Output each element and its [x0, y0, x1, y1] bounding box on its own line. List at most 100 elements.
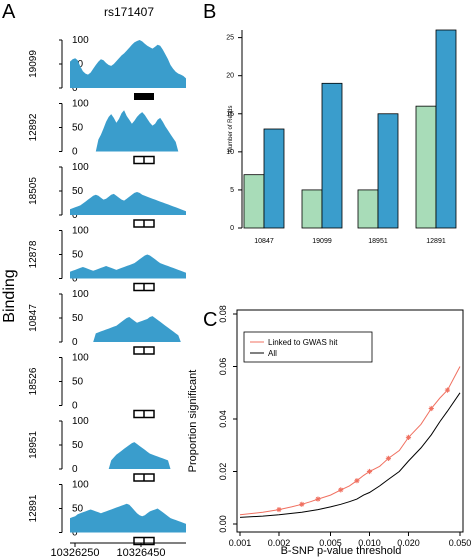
panel-letter-c: C	[203, 309, 217, 331]
panel-letter-b: B	[203, 1, 216, 23]
track-y-tick-label: 100	[72, 353, 89, 364]
panel-a-ylabel: Binding	[1, 269, 18, 322]
track-18505: 0 50 100 18505	[28, 162, 186, 228]
series-point-star	[385, 455, 392, 461]
panel-b-y-tick-label: 20	[226, 73, 234, 80]
panel-c-y-tick-label: 0.04	[218, 410, 228, 428]
panel-c-y-tick-label: 0.08	[218, 305, 228, 323]
binding-profile-area	[70, 40, 186, 88]
track-y-tick-label: 100	[72, 35, 89, 46]
panel-c-legend: Linked to GWAS hit All	[243, 331, 373, 363]
bar-12891-series-1	[435, 29, 457, 229]
panel-b-y-tick-label: 15	[226, 111, 234, 118]
binding-profile-area	[70, 192, 186, 215]
track-label: 12878	[28, 240, 39, 268]
panel-c-y-tick-label: 0.00	[218, 515, 228, 533]
legend-label-all: All	[268, 349, 277, 358]
panel-b-y-tick-label: 10	[226, 149, 234, 156]
binding-profile-area	[70, 110, 186, 152]
bar-19099-series-0	[301, 189, 323, 229]
track-y-tick-label: 50	[72, 186, 84, 197]
bar-19099-series-1	[321, 82, 343, 229]
panel-b-category-label: 19099	[312, 238, 332, 245]
series-point-star	[315, 496, 321, 502]
bar-10847-series-1	[263, 128, 285, 229]
track-y-tick-label: 100	[72, 289, 89, 300]
series-point-star	[338, 487, 344, 493]
track-10847: 0 50 100 10847	[28, 289, 186, 355]
series-point-star	[428, 405, 434, 412]
bar-12891-series-0	[415, 105, 437, 229]
panel-c-ylabel: Proportion significant	[187, 370, 199, 473]
panel-b-y-tick-label: 0	[230, 225, 234, 232]
bar-18951-series-1	[377, 113, 399, 229]
panel-letter-a: A	[2, 1, 16, 23]
panel-a-title: rs171407	[104, 5, 154, 19]
bar-18951-series-0	[357, 189, 379, 229]
panel-b-y-tick-label: 5	[230, 187, 234, 194]
binding-profile-area	[70, 442, 186, 469]
panel-b-y-tick-label: 25	[226, 35, 234, 42]
panel-b-category-label: 10847	[254, 238, 274, 245]
track-y-tick-label: 100	[72, 416, 89, 427]
series-point-star	[444, 387, 451, 393]
panel-b-ylabel: Number of Reads	[228, 105, 234, 152]
track-y-tick-label: 50	[72, 313, 84, 324]
track-label: 18505	[28, 177, 39, 205]
series-point-star	[354, 478, 360, 484]
track-y-tick-label: 50	[72, 123, 84, 134]
track-y-tick-label: 50	[72, 504, 84, 515]
track-y-tick-label: 100	[72, 162, 89, 173]
panel-b-category-label: 12891	[426, 238, 446, 245]
panel-c-xlabel: B-SNP p-value threshold	[281, 545, 402, 557]
track-12878: 0 50 100 12878	[28, 226, 186, 292]
panel-a-x-tick-label: 10326250	[51, 547, 100, 559]
track-12891: 0 50 100 12891	[28, 480, 186, 546]
panel-a-binding-tracks: rs171407 Binding 05010019099050100128920…	[1, 5, 186, 559]
track-19099: 05010019099	[28, 35, 186, 100]
panel-c-plot-frame	[236, 309, 464, 533]
track-18951: 0 50 100 18951	[28, 416, 186, 482]
legend-label-linked: Linked to GWAS hit	[268, 338, 338, 347]
legend-box	[243, 331, 373, 363]
panel-c-y-tick-label: 0.02	[218, 463, 228, 481]
track-y-tick-label: 0	[72, 337, 78, 348]
panel-b-bar-chart: Number of Reads 0 5 10 15 20 25 10847 19099 1895…	[226, 29, 457, 245]
track-y-tick-label: 100	[72, 480, 89, 491]
track-y-tick-label: 0	[72, 464, 78, 475]
track-y-tick-label: 100	[72, 99, 89, 110]
bar-10847-series-0	[243, 174, 265, 229]
panel-c-x-tick-label: 0.010	[358, 538, 381, 548]
series-line-0	[239, 366, 461, 516]
track-y-tick-label: 0	[72, 83, 78, 94]
binding-profile-area	[70, 254, 186, 279]
motif-marker-filled	[134, 93, 154, 100]
panel-c-y-tick-label: 0.06	[218, 358, 228, 376]
series-point-star	[366, 468, 373, 475]
panel-b-category-label: 18951	[368, 238, 388, 245]
series-point-star	[299, 501, 305, 507]
track-18526: 0 50 100 18526	[28, 353, 155, 419]
track-y-tick-label: 0	[72, 528, 78, 539]
panel-c-x-tick-label: 0.001	[229, 538, 252, 548]
track-y-tick-label: 100	[72, 226, 89, 237]
track-y-tick-label: 50	[72, 440, 84, 451]
panel-a-x-tick-label: 10326450	[117, 547, 166, 559]
track-y-tick-label: 50	[72, 250, 84, 261]
track-y-tick-label: 0	[72, 274, 78, 285]
track-label: 19099	[28, 50, 39, 78]
panel-c-x-tick-label: 0.005	[319, 538, 342, 548]
panel-c-x-tick-label: 0.050	[449, 538, 472, 548]
series-line-1	[239, 392, 461, 518]
panel-c-x-tick-label: 0.002	[268, 538, 291, 548]
track-y-tick-label: 0	[72, 210, 78, 221]
track-12892: 0 50 100 12892	[28, 99, 186, 165]
track-label: 12891	[28, 494, 39, 522]
track-y-tick-label: 0	[72, 147, 78, 158]
track-y-tick-label: 0	[72, 401, 78, 412]
panel-c-line-chart: Proportion significant B-SNP p-value thr…	[187, 305, 471, 557]
binding-profile-area	[70, 316, 186, 342]
panel-c-x-tick-label: 0.020	[397, 538, 420, 548]
series-point-star	[405, 434, 412, 440]
